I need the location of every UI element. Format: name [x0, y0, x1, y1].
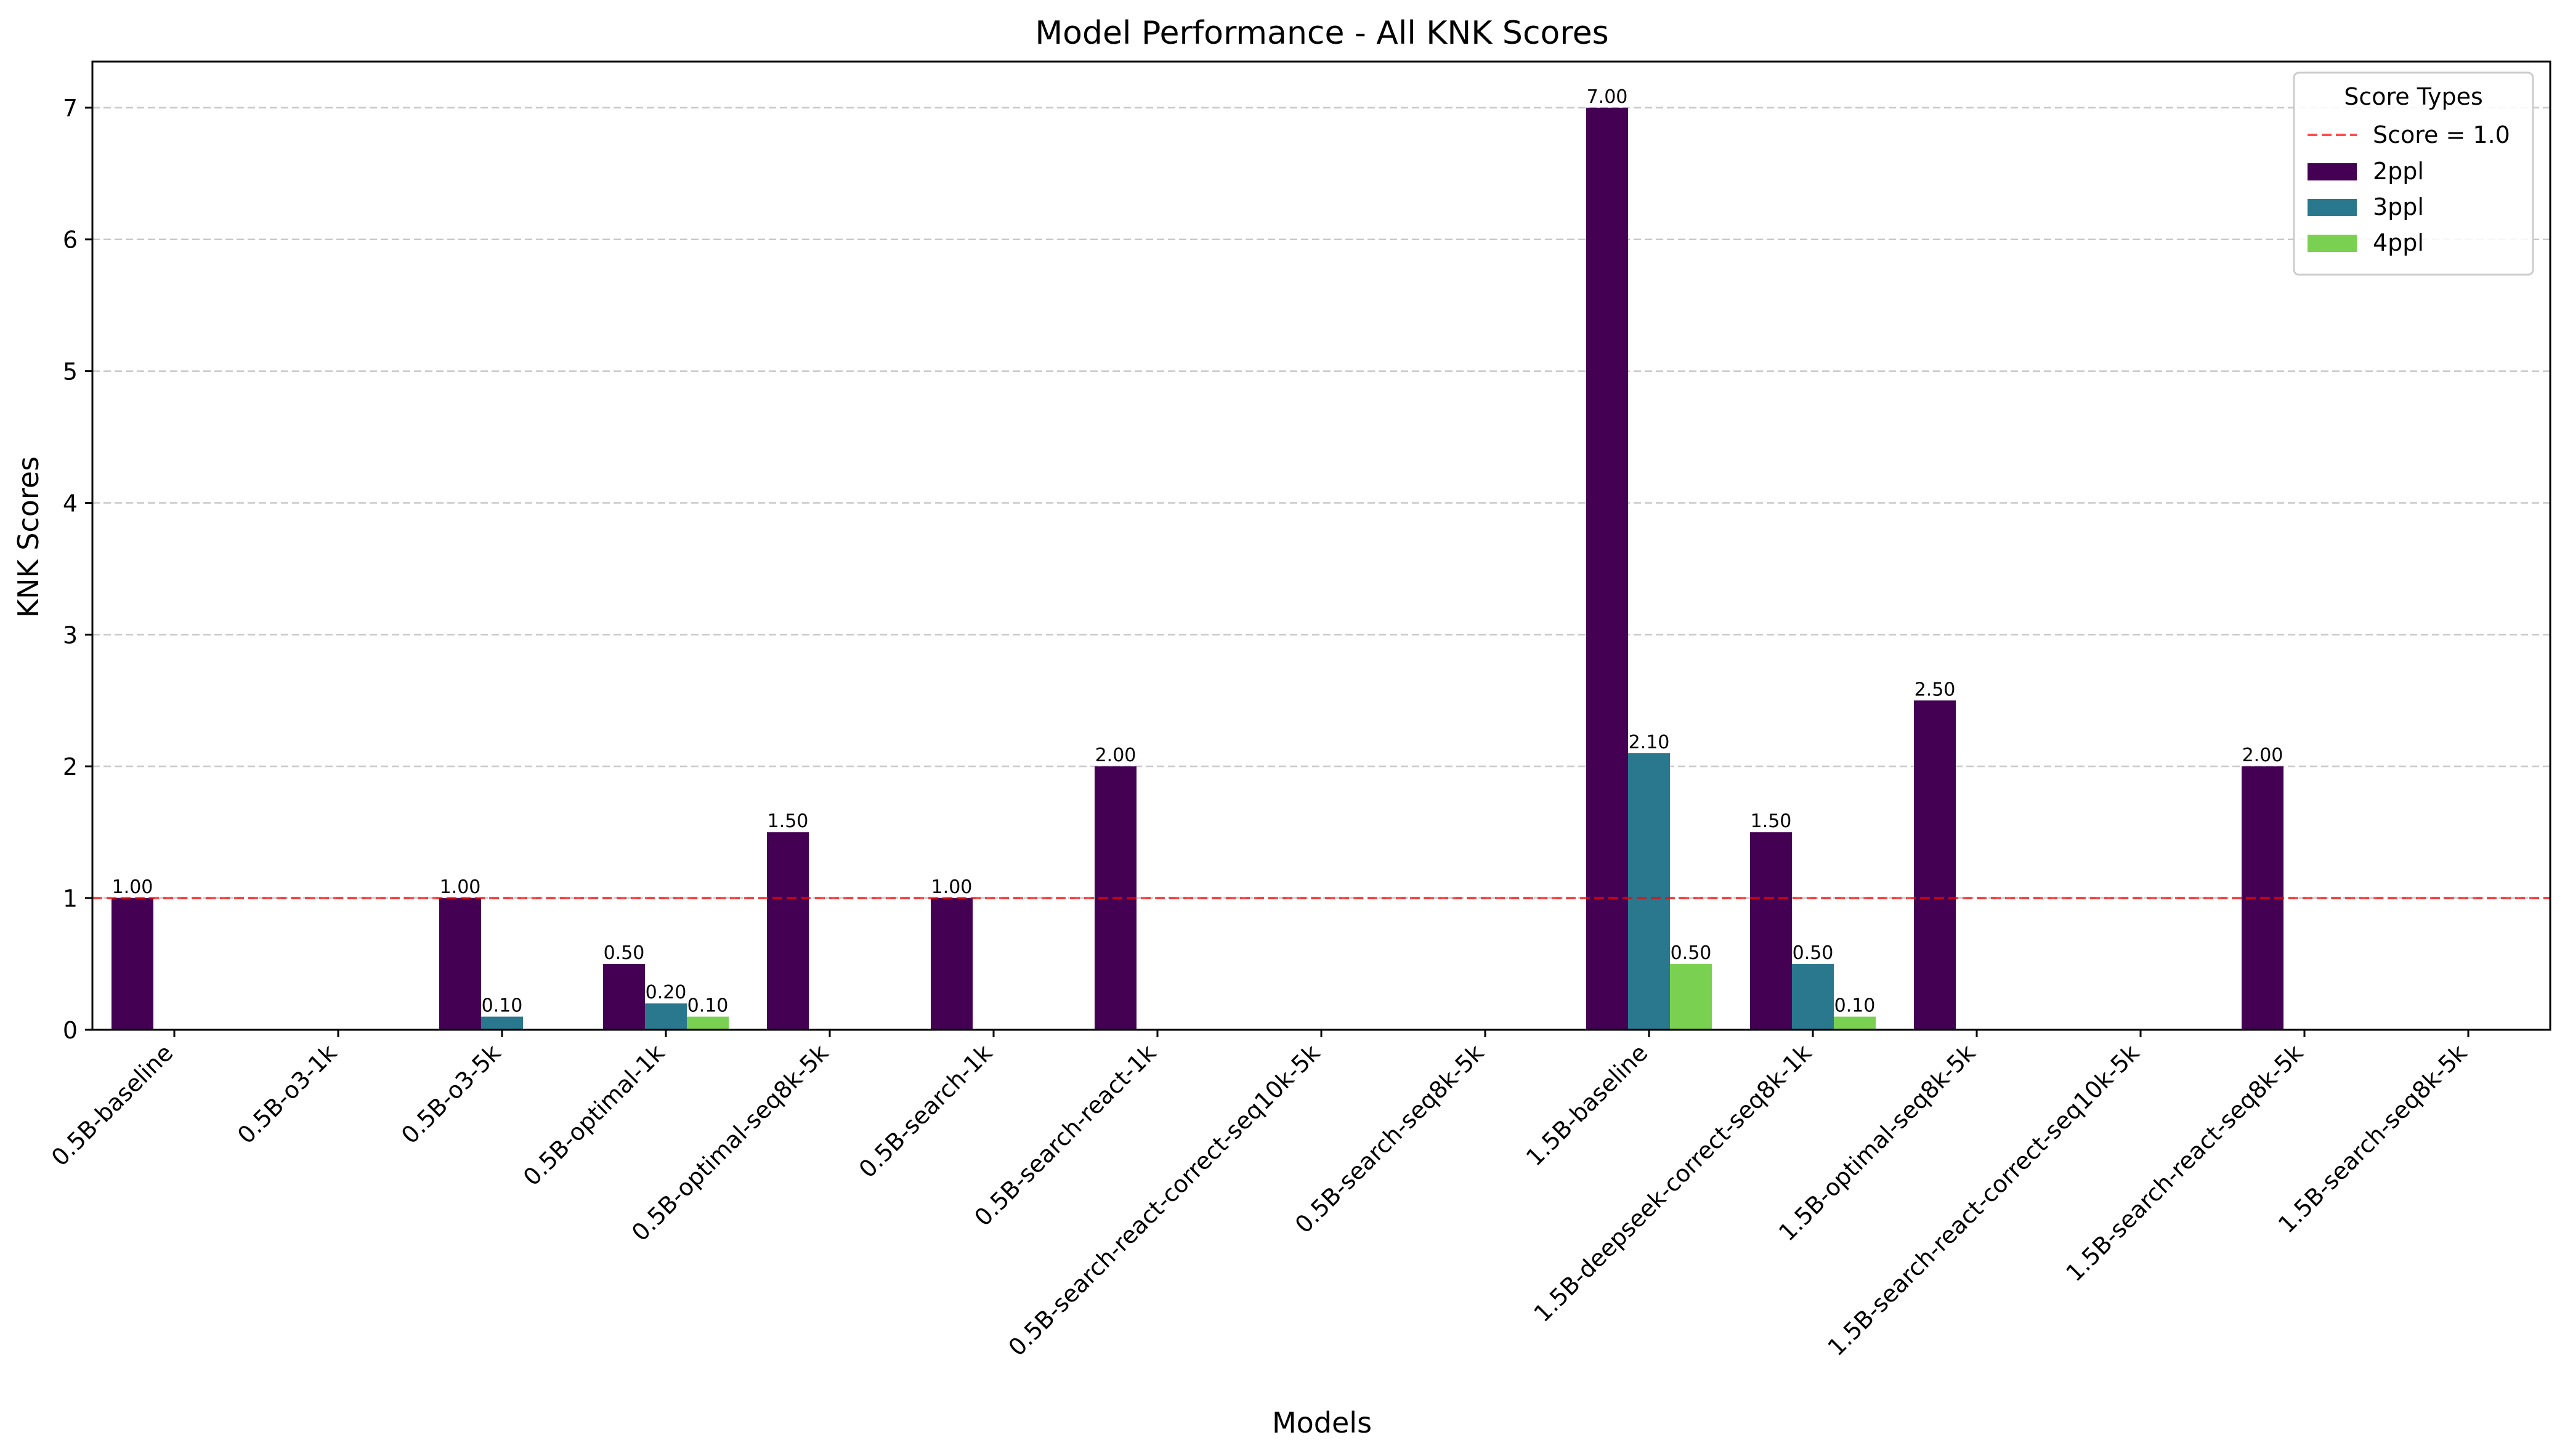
bar-2ppl: [931, 898, 973, 1030]
bar-4ppl: [687, 1016, 729, 1030]
legend-swatch-2ppl: [2308, 163, 2357, 180]
y-axis: 0 1 2 3 4 5 6 7: [63, 95, 92, 1044]
bar-value-label: 0.50: [1793, 942, 1834, 964]
bar-value-label: 0.10: [482, 995, 523, 1017]
bar-2ppl: [1914, 700, 1956, 1030]
y-tick-label: 1: [63, 885, 78, 912]
bar-value-label: 7.00: [1587, 86, 1628, 108]
legend-swatch-4ppl: [2308, 235, 2357, 252]
bar-value-label: 1.50: [768, 811, 809, 832]
legend: Score Types Score = 1.0 2ppl 3ppl 4ppl: [2293, 71, 2534, 276]
y-axis-label: KNK Scores: [12, 456, 45, 618]
x-axis-label: Models: [1272, 1406, 1372, 1439]
legend-reference-line-label: Score = 1.0: [2373, 121, 2510, 148]
bar-4ppl: [1670, 964, 1712, 1030]
bar-3ppl: [1628, 753, 1670, 1030]
bar-2ppl: [439, 898, 481, 1030]
legend-label-2ppl: 2ppl: [2373, 158, 2424, 185]
bar-3ppl: [1792, 964, 1834, 1030]
bar-value-label: 2.00: [2242, 745, 2283, 766]
bar-value-label: 0.50: [604, 942, 645, 964]
bar-value-label: 1.00: [112, 876, 153, 898]
bar-value-label: 0.50: [1671, 942, 1712, 964]
y-tick-label: 0: [63, 1017, 78, 1044]
legend-box: [2293, 71, 2534, 276]
bar-value-label: 2.50: [1915, 679, 1956, 700]
bar-value-label: 1.50: [1751, 811, 1792, 832]
chart-title: Model Performance - All KNK Scores: [1035, 15, 1608, 52]
y-tick-label: 3: [63, 621, 78, 649]
y-tick-label: 7: [63, 95, 78, 122]
legend-label-4ppl: 4ppl: [2373, 229, 2424, 256]
bar-labels-group: 1.00 1.00 0.50 1.50 1.00 2.00 7.00 1.50 2.50 2.00…: [112, 86, 2283, 1017]
bar-value-label: 2.10: [1629, 732, 1670, 753]
bar-value-label: 0.10: [687, 995, 729, 1017]
y-tick-label: 4: [63, 490, 78, 517]
bar-3ppl: [645, 1003, 687, 1030]
bar-2ppl: [1586, 107, 1628, 1030]
bar-3ppl: [481, 1016, 523, 1030]
bar-value-label: 0.20: [646, 982, 687, 1003]
bar-4ppl: [1834, 1016, 1876, 1030]
bar-2ppl: [603, 964, 645, 1030]
legend-swatch-3ppl: [2308, 199, 2357, 216]
y-tick-label: 2: [63, 753, 78, 780]
bar-2ppl: [111, 898, 153, 1030]
y-tick-label: 6: [63, 227, 78, 254]
legend-label-3ppl: 3ppl: [2373, 193, 2424, 220]
bar-2ppl: [767, 832, 809, 1030]
y-tick-label: 5: [63, 358, 78, 386]
bar-value-label: 1.00: [440, 876, 481, 898]
bar-value-label: 0.10: [1834, 995, 1876, 1017]
legend-title: Score Types: [2344, 83, 2483, 110]
bar-value-label: 2.00: [1095, 745, 1137, 766]
bar-value-label: 1.00: [931, 876, 973, 898]
bar-2ppl: [1750, 832, 1792, 1030]
